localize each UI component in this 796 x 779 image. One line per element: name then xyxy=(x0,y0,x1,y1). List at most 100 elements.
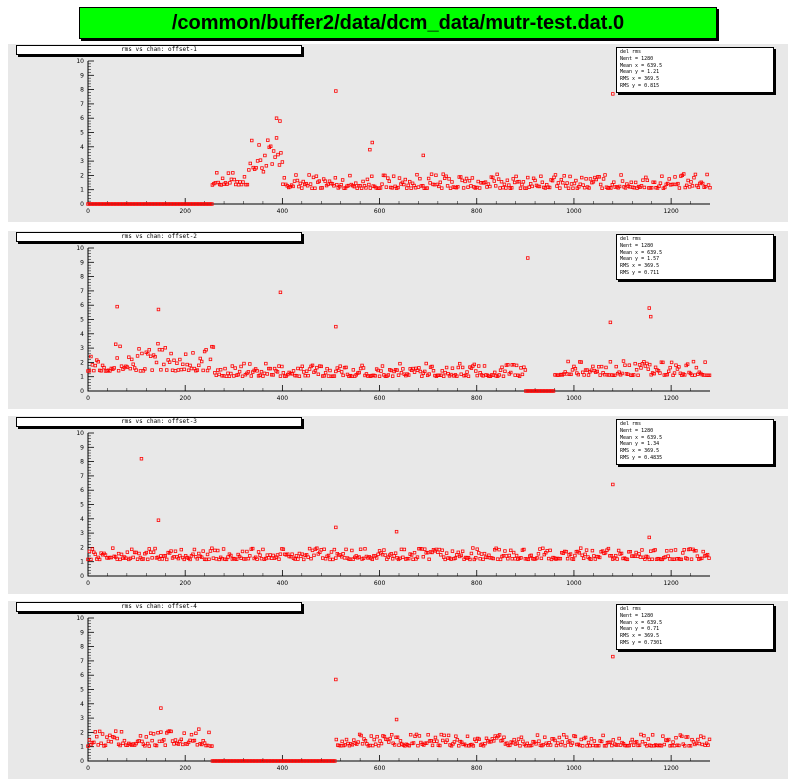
data-point xyxy=(514,174,518,179)
data-point xyxy=(214,557,218,561)
pad-title: rms vs chan: offset-3 xyxy=(16,417,302,427)
data-point xyxy=(352,738,356,742)
data-point xyxy=(227,374,232,378)
data-point xyxy=(329,550,334,554)
y-tick-label: 10 xyxy=(76,615,84,622)
data-point xyxy=(97,557,102,562)
y-tick-label: 8 xyxy=(80,644,84,651)
data-point xyxy=(354,181,358,185)
data-point xyxy=(268,366,272,371)
data-point xyxy=(676,181,680,186)
data-point xyxy=(667,177,671,181)
data-point xyxy=(378,186,383,190)
x-tick-label: 1200 xyxy=(663,765,678,772)
data-point xyxy=(638,555,643,559)
data-point xyxy=(280,364,284,369)
data-point xyxy=(246,370,251,374)
data-point xyxy=(443,370,447,375)
data-point xyxy=(517,374,522,378)
data-point xyxy=(210,744,214,748)
stats-line: del rms xyxy=(620,606,642,612)
outlier-point xyxy=(115,304,119,309)
data-point xyxy=(189,732,194,737)
data-point xyxy=(585,744,589,748)
data-point xyxy=(634,550,638,555)
data-point xyxy=(597,555,602,560)
data-point xyxy=(481,557,485,562)
data-point xyxy=(393,551,398,555)
data-point xyxy=(573,734,578,739)
data-point xyxy=(440,369,444,373)
data-point xyxy=(497,547,501,552)
data-point xyxy=(601,733,605,738)
data-point xyxy=(92,740,96,745)
data-point xyxy=(331,557,335,562)
outlier-point xyxy=(368,147,372,152)
data-point xyxy=(679,557,684,562)
data-point xyxy=(472,362,477,367)
data-point xyxy=(278,552,283,556)
data-point xyxy=(692,176,696,180)
outlier-point xyxy=(647,535,651,540)
data-point xyxy=(348,173,352,178)
data-point xyxy=(468,557,472,562)
data-point xyxy=(115,736,119,741)
data-point xyxy=(137,347,141,351)
data-point xyxy=(705,552,710,557)
data-point xyxy=(138,734,143,738)
data-point xyxy=(434,173,438,177)
data-point xyxy=(479,552,484,556)
x-tick-label: 400 xyxy=(277,580,289,587)
data-point xyxy=(323,371,328,375)
data-point xyxy=(637,552,641,556)
data-point xyxy=(313,186,317,190)
data-point xyxy=(207,730,211,735)
data-point xyxy=(321,556,325,560)
y-tick-label: 5 xyxy=(80,687,84,694)
data-point xyxy=(553,738,557,743)
data-point xyxy=(415,555,420,559)
data-point xyxy=(274,136,279,140)
data-point xyxy=(399,547,404,552)
data-point xyxy=(505,178,510,182)
data-point xyxy=(383,173,387,178)
data-point xyxy=(610,743,614,748)
data-point xyxy=(119,552,124,557)
data-point xyxy=(666,737,671,742)
data-point xyxy=(609,186,613,190)
data-point xyxy=(173,369,178,373)
pad-4: 0 1 2 3 4 5 6 7 8 9 10 0 200 400 600 800 1000 1200 rms vs … xyxy=(8,601,788,779)
data-point xyxy=(328,368,332,373)
data-point xyxy=(360,742,365,746)
stats-line: del rms xyxy=(620,49,642,55)
data-point xyxy=(515,741,519,745)
data-point xyxy=(436,550,440,555)
data-point xyxy=(568,174,572,179)
data-point xyxy=(165,557,169,562)
data-point xyxy=(700,556,704,561)
data-point xyxy=(637,363,642,367)
data-point xyxy=(427,372,431,376)
data-point xyxy=(135,354,140,358)
data-point xyxy=(503,549,507,553)
data-point xyxy=(510,186,514,190)
data-point xyxy=(469,184,473,188)
data-point xyxy=(160,348,165,352)
data-point xyxy=(338,364,342,368)
data-point xyxy=(380,552,385,557)
data-point xyxy=(141,557,146,561)
data-point xyxy=(463,179,467,184)
outlier-point xyxy=(156,518,161,522)
data-point xyxy=(335,182,339,187)
data-point xyxy=(162,738,166,742)
data-point xyxy=(584,548,589,552)
data-point xyxy=(592,739,597,743)
data-point xyxy=(213,548,217,553)
data-point xyxy=(401,367,405,371)
outlier-point xyxy=(156,307,161,312)
data-point xyxy=(585,368,589,372)
y-tick-label: 2 xyxy=(80,359,84,366)
data-point xyxy=(361,179,365,184)
data-point xyxy=(151,732,156,736)
data-point xyxy=(606,546,611,551)
